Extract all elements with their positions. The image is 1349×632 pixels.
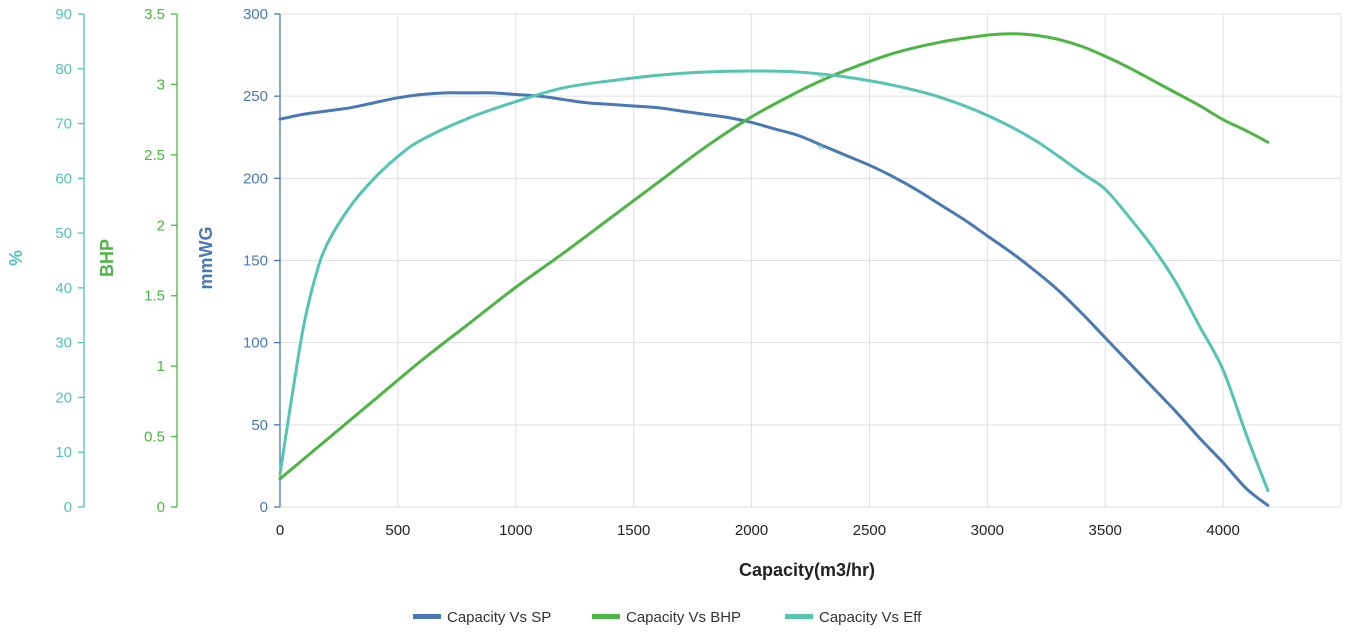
y-tick-label-sp: 200	[243, 170, 268, 187]
annotations: « «	[818, 68, 825, 153]
legend-swatch-bhp	[592, 614, 620, 619]
y-tick-label-sp: 150	[243, 253, 268, 270]
y-tick-label-eff: 10	[55, 444, 72, 461]
y-tick-label-bhp: 1.5	[144, 288, 165, 305]
y-tick-label-bhp: 3.5	[144, 6, 165, 23]
y-tick-label-eff: 0	[64, 499, 72, 516]
x-tick-label: 4000	[1206, 522, 1239, 539]
legend-label-eff: Capacity Vs Eff	[819, 609, 922, 626]
y-tick-label-sp: 250	[243, 88, 268, 105]
y-axis-title-eff: %	[6, 250, 26, 266]
y-tick-label-bhp: 2	[157, 217, 165, 234]
x-tick-label: 1000	[499, 522, 532, 539]
grid-lines	[280, 13, 1342, 508]
y-tick-label-bhp: 2.5	[144, 147, 165, 164]
series-sp-line	[278, 91, 1270, 507]
y-tick-label-bhp: 0	[157, 499, 165, 516]
x-tick-label: 500	[385, 522, 410, 539]
x-tick-label: 2000	[735, 522, 768, 539]
y-axis-title-bhp: BHP	[97, 239, 117, 277]
series-lines	[278, 32, 1270, 507]
x-tick-label: 0	[276, 522, 284, 539]
y-tick-label-eff: 50	[55, 225, 72, 242]
axis-titles: Capacity(m3/hr) mmWG BHP %	[6, 227, 875, 581]
legend-label-bhp: Capacity Vs BHP	[626, 609, 741, 626]
y-tick-label-eff: 70	[55, 116, 72, 133]
y-tick-label-eff: 30	[55, 335, 72, 352]
y-tick-label-sp: 100	[243, 335, 268, 352]
annotation-marker-1: «	[818, 68, 825, 82]
y-tick-label-eff: 40	[55, 280, 72, 297]
annotation-marker-2: «	[818, 139, 825, 153]
series-bhp-line	[278, 32, 1270, 481]
axes: 0 500 1000 1500 2000 2500 3000 3500 400005010015…	[55, 6, 1239, 539]
x-tick-label: 1500	[617, 522, 650, 539]
y-tick-label-eff: 90	[55, 6, 72, 23]
y-tick-label-sp: 0	[260, 499, 268, 516]
legend: Capacity Vs SP Capacity Vs BHP Capacity …	[413, 609, 922, 626]
y-tick-label-eff: 80	[55, 61, 72, 78]
y-tick-label-bhp: 0.5	[144, 429, 165, 446]
y-tick-label-sp: 50	[251, 417, 268, 434]
y-tick-label-sp: 300	[243, 6, 268, 23]
legend-label-sp: Capacity Vs SP	[447, 609, 551, 626]
legend-swatch-eff	[785, 614, 813, 619]
y-tick-label-eff: 60	[55, 170, 72, 187]
y-tick-label-bhp: 3	[157, 76, 165, 93]
x-axis-title: Capacity(m3/hr)	[739, 560, 875, 580]
legend-swatch-sp	[413, 614, 441, 619]
series-efficiency-line	[278, 69, 1270, 493]
y-axis-title-sp: mmWG	[196, 227, 216, 290]
x-tick-label: 2500	[853, 522, 886, 539]
x-tick-label: 3000	[971, 522, 1004, 539]
x-tick-label: 3500	[1089, 522, 1122, 539]
y-tick-label-eff: 20	[55, 389, 72, 406]
y-tick-label-bhp: 1	[157, 358, 165, 375]
